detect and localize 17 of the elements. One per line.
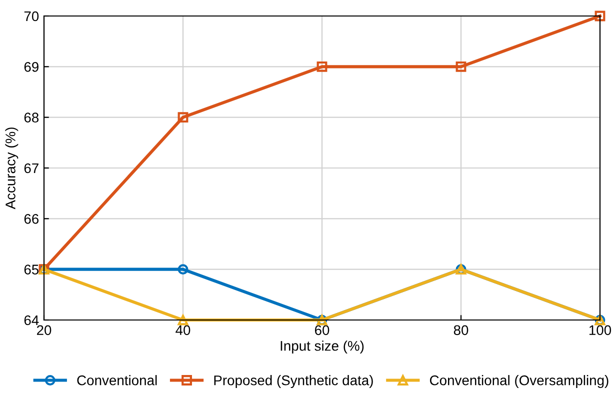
x-tick-label: 80 (454, 325, 468, 336)
y-tick-label: 66 (24, 214, 39, 224)
y-tick-label: 68 (24, 112, 39, 123)
y-tick-label: 64 (24, 315, 39, 326)
y-tick-label: 67 (24, 163, 38, 174)
legend-label: Conventional (Oversampling) (430, 375, 608, 388)
x-tick-label: 60 (314, 325, 330, 336)
x-axis-title: Input size (%) (280, 340, 364, 354)
y-tick-label: 69 (24, 62, 38, 72)
x-tick-label: 40 (176, 325, 190, 336)
legend-label: Conventional (77, 375, 157, 386)
y-tick-label: 70 (24, 11, 39, 22)
x-tick-label: 20 (36, 325, 52, 336)
legend-label: Proposed (Synthetic data) (214, 375, 373, 388)
y-tick-label: 65 (24, 264, 39, 275)
x-tick-label: 100 (589, 325, 612, 336)
y-axis-title: Accuracy (%) (5, 128, 18, 210)
